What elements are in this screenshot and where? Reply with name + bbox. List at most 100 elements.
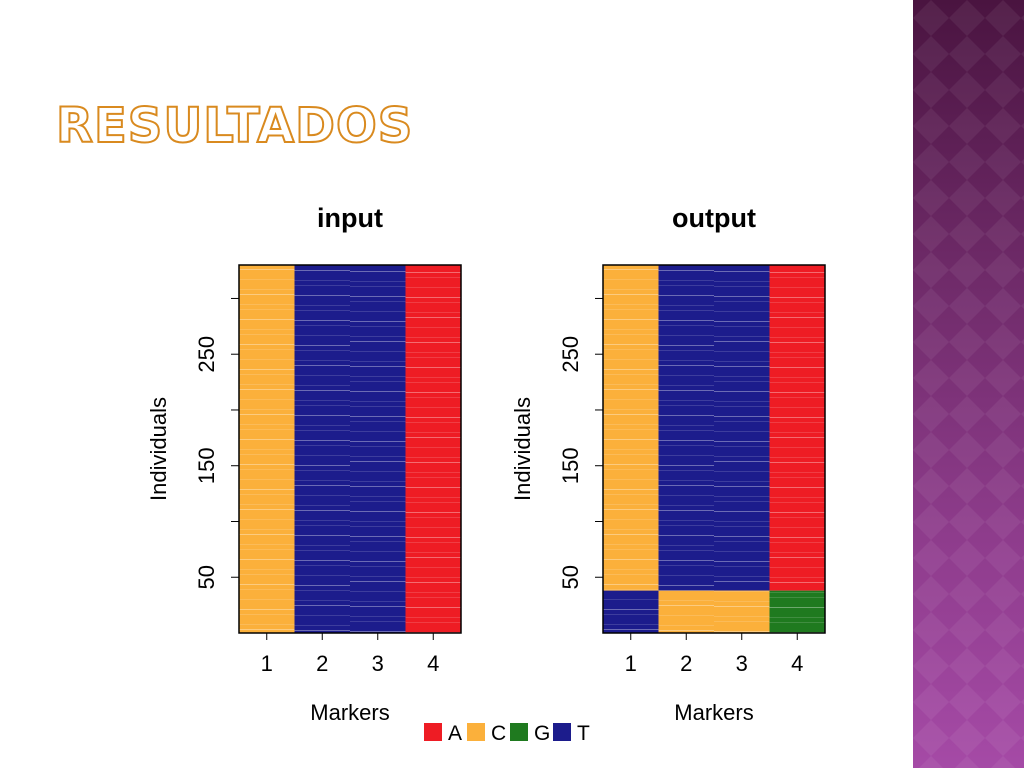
decorative-side-panel xyxy=(913,0,1024,768)
row-stripe xyxy=(294,325,350,326)
legend-label: G xyxy=(534,722,550,745)
row-stripe xyxy=(350,286,406,287)
row-stripe xyxy=(769,302,825,303)
y-tick-label: 250 xyxy=(194,336,219,373)
row-stripe xyxy=(769,422,825,423)
row-stripe xyxy=(769,487,825,488)
row-stripe xyxy=(603,424,659,425)
row-stripe xyxy=(769,577,825,578)
row-stripe xyxy=(769,527,825,528)
y-tick-label: 150 xyxy=(194,447,219,484)
row-stripe xyxy=(294,345,350,346)
row-stripe xyxy=(714,616,770,617)
row-stripe xyxy=(603,319,659,320)
x-axis-label: Markers xyxy=(310,700,389,725)
row-stripe xyxy=(350,341,406,342)
row-stripe xyxy=(658,285,714,286)
x-tick-label: 1 xyxy=(625,651,637,676)
legend-swatch-c xyxy=(467,723,485,741)
row-stripe xyxy=(239,309,295,310)
row-stripe xyxy=(769,567,825,568)
row-stripe xyxy=(405,537,461,538)
row-stripe xyxy=(405,327,461,328)
row-stripe xyxy=(714,296,770,297)
row-stripe xyxy=(405,557,461,558)
row-stripe xyxy=(294,560,350,561)
row-stripe xyxy=(350,496,406,497)
row-stripe xyxy=(658,335,714,336)
row-stripe xyxy=(294,470,350,471)
row-stripe xyxy=(658,280,714,281)
row-stripe xyxy=(603,559,659,560)
row-stripe xyxy=(239,629,295,630)
row-stripe xyxy=(350,631,406,632)
row-stripe xyxy=(350,416,406,417)
row-stripe xyxy=(658,465,714,466)
row-stripe xyxy=(239,464,295,465)
row-stripe xyxy=(658,565,714,566)
row-stripe xyxy=(239,624,295,625)
row-stripe xyxy=(603,529,659,530)
row-stripe xyxy=(658,480,714,481)
row-stripe xyxy=(405,607,461,608)
legend-label: A xyxy=(448,722,462,745)
legend-swatch-a xyxy=(424,723,442,741)
row-stripe xyxy=(714,581,770,582)
row-stripe xyxy=(350,566,406,567)
row-stripe xyxy=(294,360,350,361)
heatmap-cell xyxy=(658,590,714,633)
row-stripe xyxy=(714,501,770,502)
row-stripe xyxy=(658,400,714,401)
row-stripe xyxy=(405,477,461,478)
row-stripe xyxy=(769,407,825,408)
row-stripe xyxy=(714,441,770,442)
row-stripe xyxy=(714,481,770,482)
row-stripe xyxy=(714,561,770,562)
row-stripe xyxy=(658,320,714,321)
row-stripe xyxy=(658,310,714,311)
row-stripe xyxy=(603,399,659,400)
row-stripe xyxy=(603,349,659,350)
row-stripe xyxy=(350,551,406,552)
row-stripe xyxy=(294,430,350,431)
row-stripe xyxy=(658,295,714,296)
row-stripe xyxy=(350,581,406,582)
heatmap-cell xyxy=(239,265,295,633)
row-stripe xyxy=(714,301,770,302)
row-stripe xyxy=(294,495,350,496)
legend-swatch-t xyxy=(553,723,571,741)
row-stripe xyxy=(350,281,406,282)
row-stripe xyxy=(658,360,714,361)
row-stripe xyxy=(658,495,714,496)
row-stripe xyxy=(294,535,350,536)
row-stripe xyxy=(714,366,770,367)
row-stripe xyxy=(239,489,295,490)
row-stripe xyxy=(658,510,714,511)
row-stripe xyxy=(714,621,770,622)
row-stripe xyxy=(239,359,295,360)
row-stripe xyxy=(239,584,295,585)
row-stripe xyxy=(405,592,461,593)
row-stripe xyxy=(239,504,295,505)
row-stripe xyxy=(769,617,825,618)
heatmap-panel-output: 1 2 3 4 50 150 250 output Markers Individuals xyxy=(510,203,826,725)
row-stripe xyxy=(294,375,350,376)
row-stripe xyxy=(603,384,659,385)
plot-frame xyxy=(602,264,826,634)
row-stripe xyxy=(239,429,295,430)
row-stripe xyxy=(714,471,770,472)
row-stripe xyxy=(294,505,350,506)
row-stripe xyxy=(603,469,659,470)
row-stripe xyxy=(658,455,714,456)
row-stripe xyxy=(350,456,406,457)
row-stripe xyxy=(603,329,659,330)
row-stripe xyxy=(658,325,714,326)
row-stripe xyxy=(350,536,406,537)
row-stripe xyxy=(405,277,461,278)
row-stripe xyxy=(405,617,461,618)
row-stripe xyxy=(658,365,714,366)
row-stripe xyxy=(769,557,825,558)
row-stripe xyxy=(350,336,406,337)
row-stripe xyxy=(769,432,825,433)
chart-title: output xyxy=(672,203,756,233)
